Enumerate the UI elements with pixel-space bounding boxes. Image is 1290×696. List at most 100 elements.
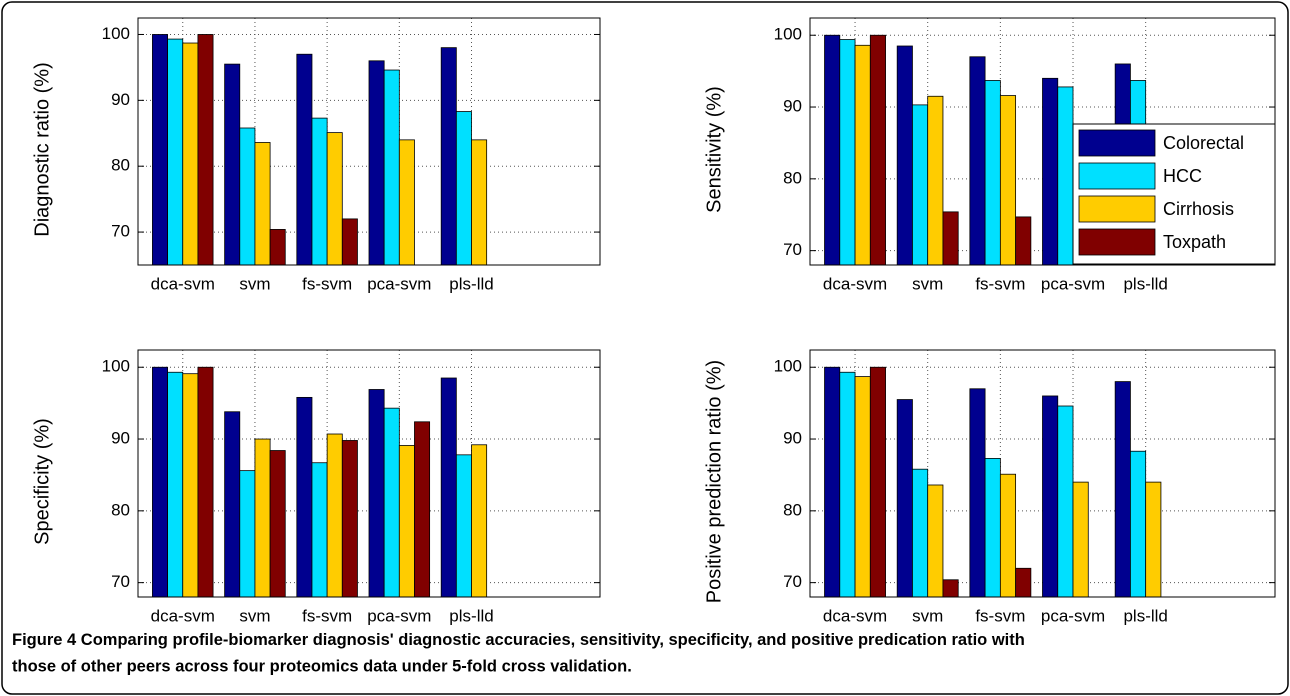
y-axis-label: Sensitivity (%) [703, 86, 725, 213]
y-tick-label: 90 [783, 429, 802, 448]
y-axis-label: Specificity (%) [31, 418, 53, 545]
bar [824, 366, 841, 598]
bar [455, 111, 472, 266]
x-tick-label: dca-svm [151, 274, 215, 293]
x-tick-label: svm [239, 274, 270, 293]
bar [869, 366, 886, 598]
x-tick-label: pls-lld [449, 274, 493, 293]
bar [942, 211, 959, 266]
y-axis-label: Positive prediction ratio (%) [703, 360, 725, 603]
caption-text: Comparing profile-biomarker diagnosis' d… [81, 631, 1025, 649]
bar [1042, 395, 1059, 598]
legend-swatch [1078, 162, 1156, 190]
legend-label: Toxpath [1163, 232, 1226, 252]
x-tick-label: pls-lld [1123, 606, 1167, 625]
x-tick-label: pca-svm [367, 606, 431, 625]
bar [969, 388, 986, 598]
y-tick-label: 100 [102, 24, 130, 43]
bar [182, 373, 199, 598]
x-tick-label: pls-lld [1123, 274, 1167, 293]
bar [440, 47, 457, 266]
y-tick-label: 100 [774, 25, 802, 44]
x-tick-label: fs-svm [302, 274, 352, 293]
x-tick-label: fs-svm [975, 274, 1025, 293]
bar [927, 95, 944, 266]
bar [296, 53, 313, 266]
bar [311, 462, 328, 598]
bar [224, 411, 241, 598]
legend-swatch [1078, 129, 1156, 157]
y-tick-label: 80 [783, 500, 802, 519]
bar [1130, 450, 1147, 598]
bar [984, 458, 1001, 598]
bar [912, 468, 929, 598]
x-tick-label: fs-svm [975, 606, 1025, 625]
legend-swatch [1078, 195, 1156, 223]
bar [455, 454, 472, 598]
bar [896, 45, 913, 266]
bar [1145, 481, 1162, 598]
bar [1015, 567, 1032, 598]
bar [1114, 381, 1131, 598]
bar [398, 445, 415, 598]
x-tick-label: pca-svm [367, 274, 431, 293]
y-axis-label: Diagnostic ratio (%) [31, 62, 53, 237]
y-tick-label: 70 [783, 240, 802, 259]
bar [254, 142, 271, 266]
bar [942, 579, 959, 598]
bar [167, 371, 184, 598]
caption-label: Figure 4 [12, 631, 77, 649]
bar [269, 229, 286, 266]
bar [896, 399, 913, 598]
bar [414, 421, 431, 598]
bar [1042, 77, 1059, 266]
bar [311, 117, 328, 266]
x-tick-label: pca-svm [1041, 274, 1105, 293]
legend-label: Colorectal [1163, 133, 1244, 153]
bar [1072, 481, 1089, 598]
bar [824, 34, 841, 266]
x-tick-label: dca-svm [151, 606, 215, 625]
y-tick-label: 100 [102, 357, 130, 376]
x-tick-label: svm [912, 606, 943, 625]
legend-label: Cirrhosis [1163, 199, 1234, 219]
bar [969, 56, 986, 266]
bar [839, 371, 856, 598]
bar [269, 450, 286, 598]
x-tick-label: pls-lld [449, 606, 493, 625]
bar [471, 139, 488, 266]
y-tick-label: 70 [783, 572, 802, 591]
bar [239, 127, 256, 266]
y-tick-label: 80 [111, 156, 130, 175]
bar [182, 42, 199, 266]
bar [368, 389, 385, 598]
bar [341, 218, 358, 266]
bar [999, 95, 1017, 266]
bar [326, 433, 343, 598]
bar [152, 34, 168, 266]
bar [296, 396, 313, 598]
bar [383, 69, 400, 266]
legend-label: HCC [1163, 166, 1202, 186]
bar [167, 38, 184, 266]
y-tick-label: 70 [111, 572, 130, 591]
bar [341, 440, 358, 598]
y-tick-label: 70 [111, 222, 130, 241]
caption-text: those of other peers across four proteom… [12, 657, 632, 675]
y-tick-label: 80 [783, 168, 802, 187]
bar [254, 438, 271, 598]
y-tick-label: 100 [774, 357, 802, 376]
bar [368, 60, 385, 266]
bar [440, 377, 457, 598]
y-tick-label: 90 [783, 97, 802, 116]
x-tick-label: svm [912, 274, 943, 293]
bar [854, 376, 871, 598]
bar [912, 104, 929, 266]
bar [224, 63, 241, 266]
bar [999, 473, 1017, 598]
bar [839, 39, 856, 266]
x-tick-label: dca-svm [823, 606, 887, 625]
bar [197, 366, 214, 598]
